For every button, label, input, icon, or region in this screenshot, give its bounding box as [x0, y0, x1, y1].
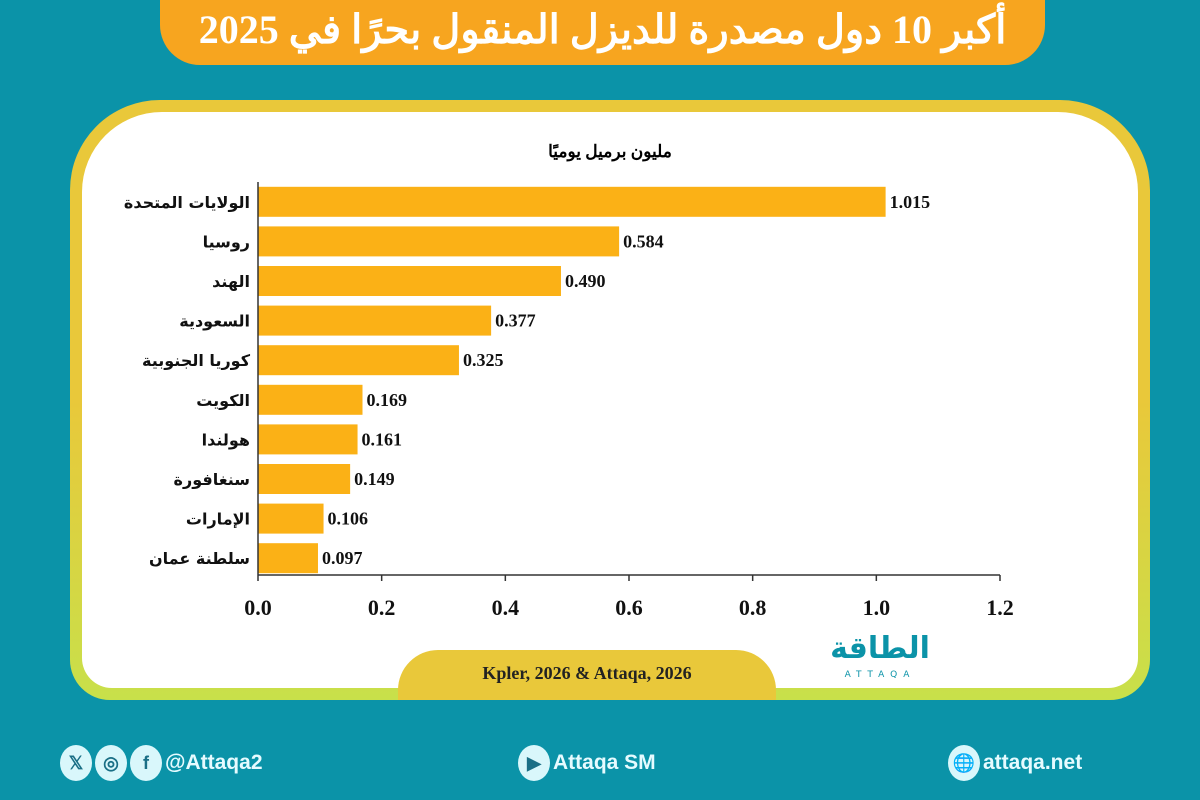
- bar: [258, 384, 363, 415]
- category-label: الولايات المتحدة: [124, 193, 250, 212]
- category-label: الإمارات: [186, 510, 250, 529]
- bar: [258, 543, 318, 574]
- bar: [258, 266, 561, 296]
- bar: [258, 424, 358, 455]
- data-label: 0.106: [328, 509, 369, 529]
- category-label: الكويت: [196, 391, 250, 410]
- data-label: 0.169: [366, 390, 407, 410]
- x-tick-label: 0.0: [244, 595, 272, 620]
- data-label: 1.015: [890, 192, 931, 212]
- bar: [258, 464, 351, 494]
- category-label: الهند: [212, 272, 250, 291]
- globe-icon[interactable]: 🌐: [948, 745, 980, 781]
- category-label: سنغافورة: [174, 470, 250, 489]
- data-label: 0.584: [623, 231, 664, 251]
- unit-label: مليون برميل يوميًا: [548, 142, 672, 161]
- source-label: Kpler, 2026 & Attaqa, 2026: [398, 650, 776, 700]
- bar: [258, 345, 459, 376]
- x-tick-label: 1.2: [986, 595, 1014, 620]
- category-label: سلطنة عمان: [149, 549, 250, 568]
- bar: [258, 186, 886, 217]
- x-tick-label: 0.8: [739, 595, 767, 620]
- data-label: 0.377: [495, 311, 536, 331]
- youtube-channel[interactable]: Attaqa SM: [553, 751, 656, 774]
- youtube-icon[interactable]: ▶: [518, 745, 550, 781]
- bar: [258, 305, 492, 336]
- data-label: 0.161: [362, 429, 403, 449]
- x-tick-label: 0.6: [615, 595, 643, 620]
- x-tick-label: 0.2: [368, 595, 396, 620]
- attaqa-logo: الطاقة ATTAQA: [800, 630, 960, 690]
- website-link[interactable]: attaqa.net: [983, 751, 1083, 774]
- bar: [258, 226, 620, 257]
- logo-arabic: الطاقة: [830, 631, 930, 666]
- x-tick-label: 1.0: [863, 595, 891, 620]
- instagram-icon[interactable]: ◎: [95, 745, 127, 781]
- social-handle[interactable]: @Attaqa2: [165, 751, 263, 774]
- website-footer: 🌐 attaqa.net: [948, 745, 1082, 781]
- social-footer: 𝕏 ◎ f @Attaqa2: [60, 745, 263, 781]
- data-label: 0.097: [322, 548, 363, 568]
- category-label: روسيا: [203, 232, 250, 251]
- youtube-footer: ▶ Attaqa SM: [518, 745, 656, 781]
- data-label: 0.325: [463, 350, 504, 370]
- category-label: السعودية: [179, 312, 250, 331]
- facebook-icon[interactable]: f: [130, 745, 162, 781]
- x-icon[interactable]: 𝕏: [60, 745, 92, 781]
- bar: [258, 503, 324, 534]
- x-tick-label: 0.4: [492, 595, 520, 620]
- page-title: أكبر 10 دول مصدرة للديزل المنقول بحرًا ف…: [160, 0, 1045, 65]
- category-label: كوريا الجنوبية: [142, 351, 251, 370]
- category-label: هولندا: [202, 430, 250, 449]
- data-label: 0.490: [565, 271, 606, 291]
- data-label: 0.149: [354, 469, 395, 489]
- logo-latin: ATTAQA: [844, 670, 916, 680]
